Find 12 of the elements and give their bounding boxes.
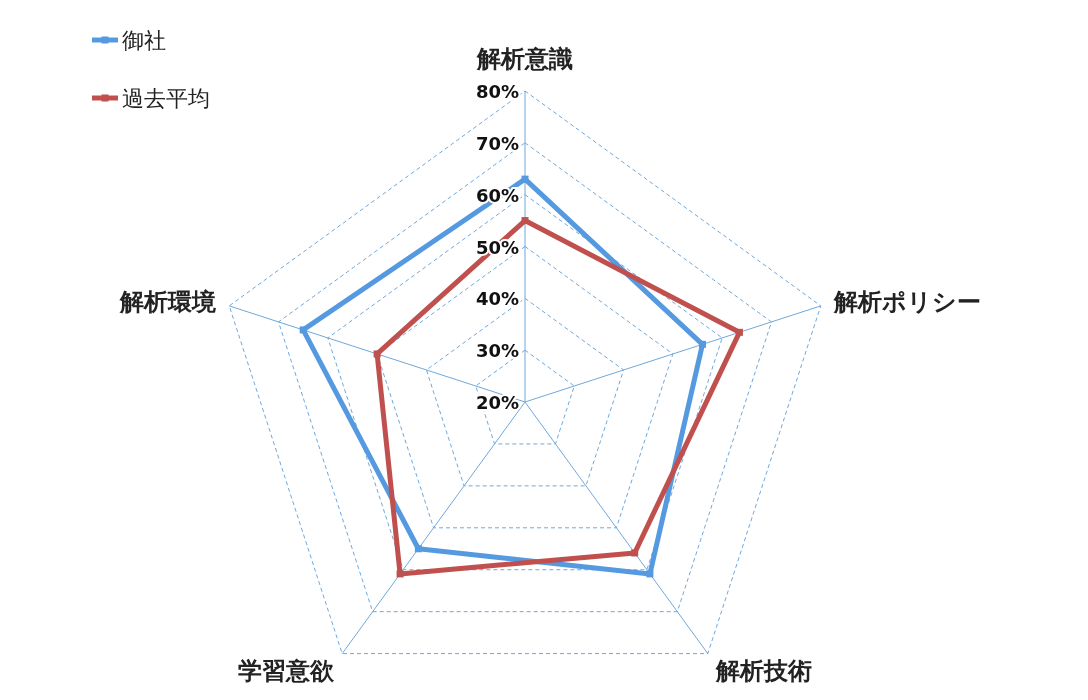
spoke-label: 解析環境	[118, 287, 216, 316]
y-tick-label: 30%	[475, 340, 519, 362]
spoke-label: 解析ポリシー	[833, 287, 982, 316]
y-tick-label: 20%	[475, 392, 519, 413]
legend-label: 御社	[122, 28, 166, 53]
spoke-label: 解析意識	[476, 45, 573, 73]
legend-label: 過去平均	[122, 86, 210, 111]
spoke-label: 解析技術	[715, 656, 813, 685]
y-tick-label: 40%	[475, 288, 519, 310]
spoke-label: 学習意欲	[237, 656, 335, 685]
y-tick-label: 80%	[475, 81, 519, 102]
y-tick-label: 70%	[475, 132, 519, 154]
